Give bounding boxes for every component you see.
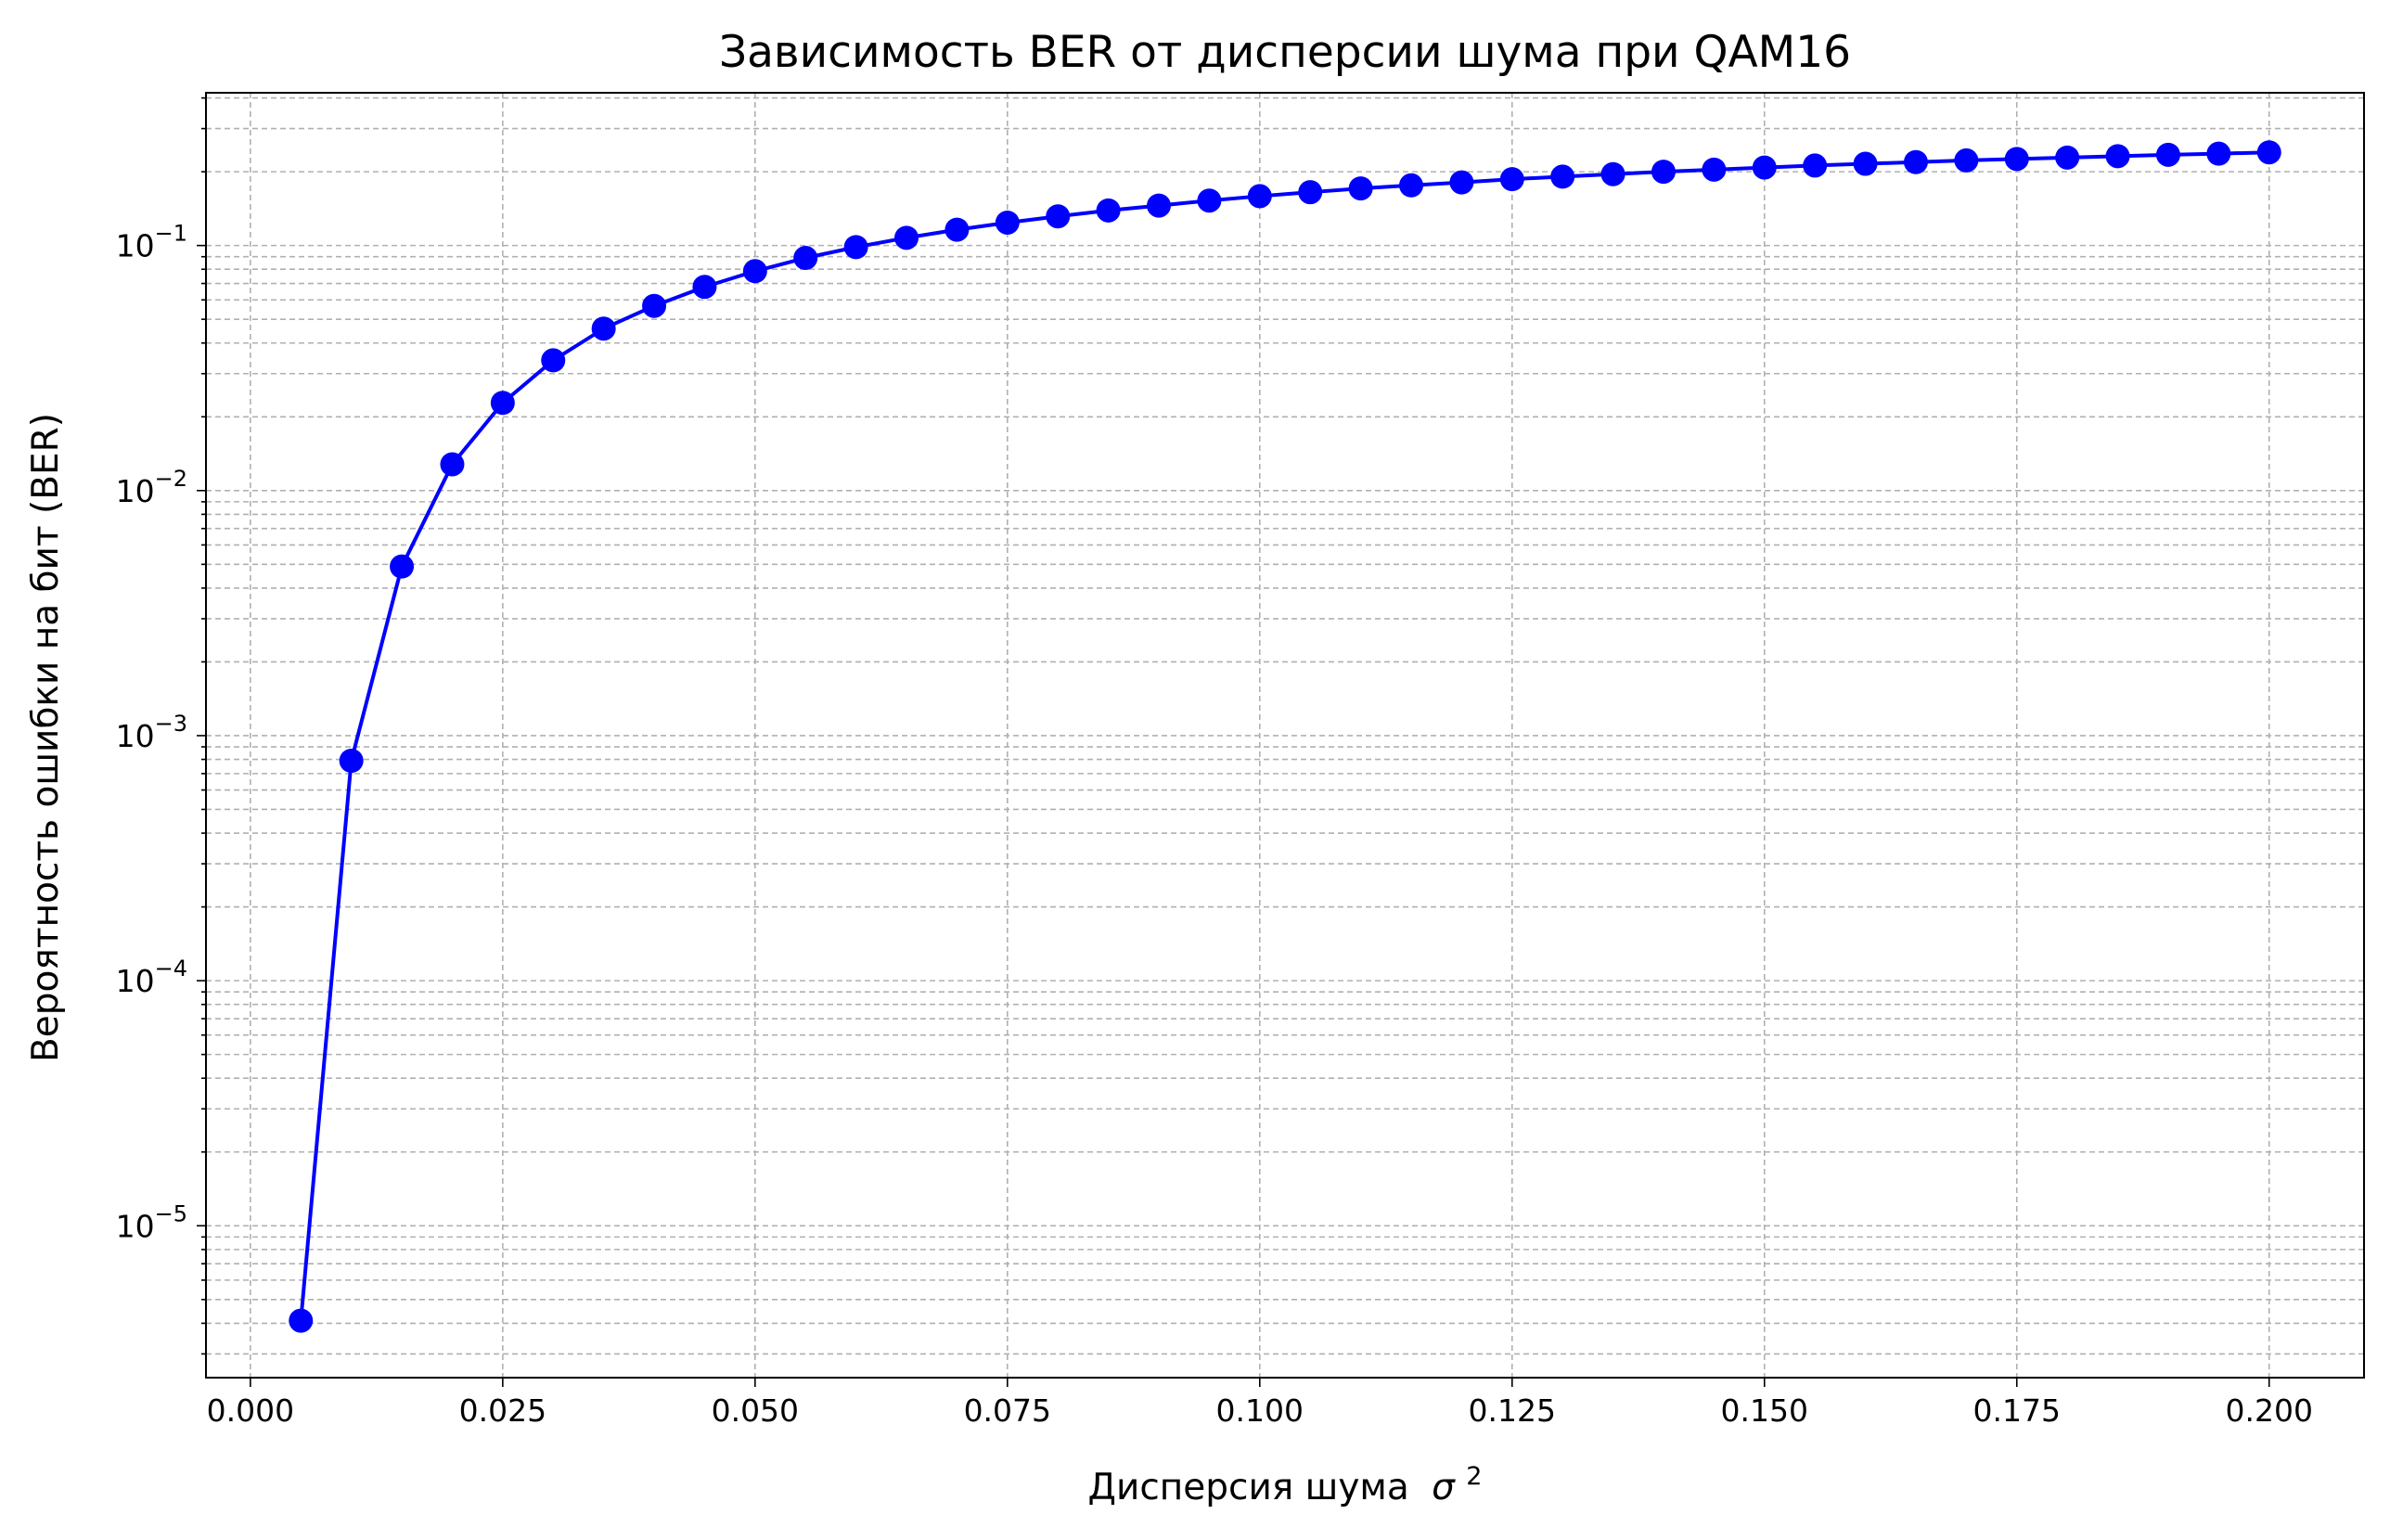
x-tick-label: 0.125 — [1469, 1392, 1556, 1429]
data-point — [1046, 204, 1071, 229]
x-axis-label: Дисперсия шума σ 2 — [1088, 1462, 1483, 1508]
data-point — [2256, 140, 2281, 165]
x-tick-label: 0.100 — [1216, 1392, 1304, 1429]
data-point — [2004, 147, 2029, 172]
x-axis-label-text: Дисперсия шума — [1088, 1467, 1409, 1508]
data-point — [1954, 148, 1979, 173]
data-point — [793, 246, 818, 271]
x-axis-label-power: 2 — [1466, 1462, 1482, 1491]
series-line — [299, 150, 2269, 1321]
data-point — [490, 391, 515, 416]
y-tick-label: 10−4 — [116, 956, 187, 999]
data-point — [742, 259, 767, 284]
data-point — [541, 348, 566, 373]
data-point — [390, 554, 415, 579]
x-tick-label: 0.200 — [2225, 1392, 2312, 1429]
x-tick-label: 0.175 — [1973, 1392, 2061, 1429]
y-axis-ticks: 10−5 10−4 10−3 10−2 10−1 — [116, 96, 206, 1355]
data-point — [843, 235, 868, 260]
data-point — [995, 210, 1020, 235]
data-point — [1853, 151, 1878, 176]
data-point — [1550, 164, 1575, 189]
y-tick-label: 10−3 — [116, 711, 187, 754]
series-marker-layer — [289, 140, 2281, 1333]
data-point — [1348, 176, 1373, 201]
data-point — [1903, 149, 1928, 174]
data-point — [339, 748, 364, 773]
data-point — [1651, 160, 1676, 185]
data-point — [591, 316, 616, 341]
data-point — [692, 275, 717, 300]
data-point — [642, 293, 667, 318]
data-point — [2105, 144, 2130, 169]
data-point — [1449, 170, 1474, 195]
data-point — [2206, 141, 2231, 166]
data-point — [289, 1308, 314, 1333]
data-point — [1803, 153, 1828, 178]
data-point — [1197, 188, 1222, 213]
y-tick-label: 10−5 — [116, 1200, 187, 1244]
data-point — [1398, 173, 1423, 198]
data-point — [1752, 155, 1777, 180]
x-tick-label: 0.050 — [712, 1392, 799, 1429]
y-axis-label: Вероятность ошибки на бит (BER) — [25, 413, 67, 1062]
data-point — [1147, 193, 1172, 218]
x-tick-label: 0.025 — [459, 1392, 546, 1429]
x-tick-label: 0.000 — [207, 1392, 294, 1429]
data-point — [1096, 198, 1121, 223]
data-point — [944, 217, 970, 242]
data-point — [1298, 180, 1323, 205]
data-point — [1499, 167, 1524, 192]
x-axis-label-symbol: σ — [1432, 1467, 1456, 1508]
chart-title: Зависимость BER от дисперсии шума при QA… — [719, 27, 1851, 78]
x-tick-label: 0.075 — [964, 1392, 1051, 1429]
data-point — [440, 452, 465, 477]
x-tick-label: 0.150 — [1721, 1392, 1808, 1429]
x-axis-ticks: 0.000 0.025 0.050 0.075 0.100 0.125 0.150 0.175… — [207, 1378, 2313, 1429]
data-point — [894, 225, 919, 250]
y-tick-label: 10−2 — [116, 466, 187, 509]
series-line-layer — [299, 150, 2269, 1321]
grid — [206, 93, 2364, 1378]
y-tick-label: 10−1 — [116, 221, 187, 264]
data-point — [1600, 161, 1625, 186]
data-point — [2055, 145, 2080, 170]
data-point — [1247, 184, 1272, 209]
data-point — [2155, 142, 2180, 167]
data-point — [1702, 157, 1727, 182]
